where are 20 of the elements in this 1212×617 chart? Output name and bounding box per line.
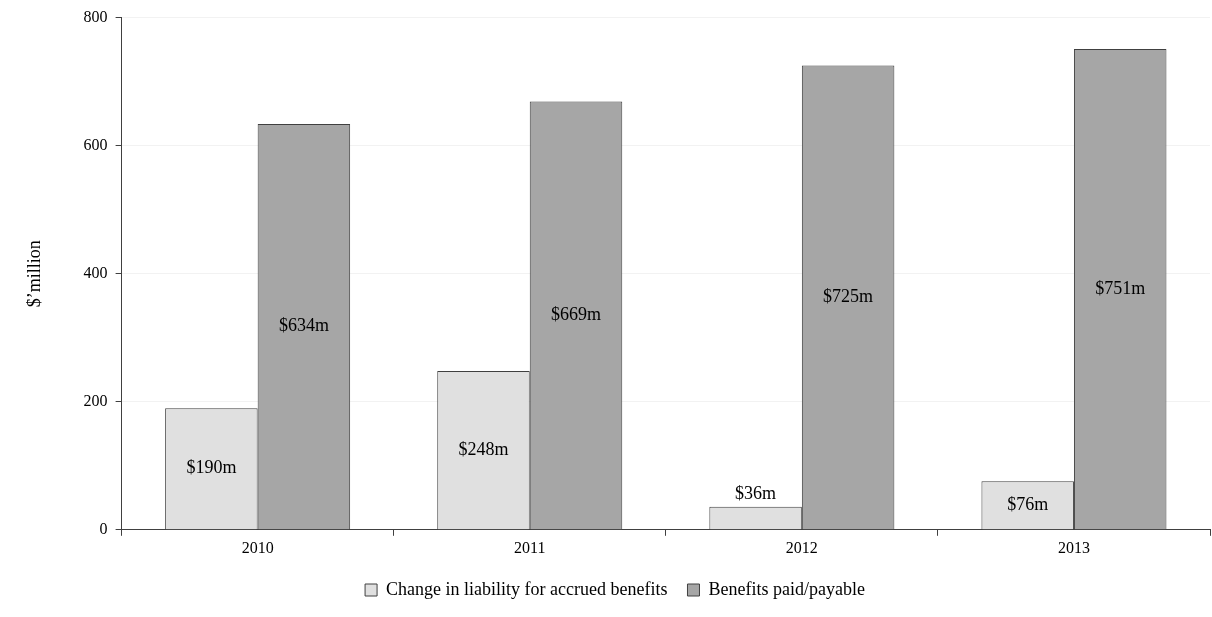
legend-label: Change in liability for accrued benefits [386,578,668,599]
x-tick-label: 2013 [1057,538,1090,556]
y-tick-label: 200 [83,391,108,409]
data-label: $36m [735,483,777,504]
data-label: $725m [823,286,874,307]
y-axis-title: $’million [23,240,44,308]
y-tick-label: 400 [83,263,108,281]
data-label: $76m [1007,493,1049,514]
data-label: $634m [278,315,329,336]
y-tick-label: 800 [83,7,108,25]
data-label: $190m [186,457,237,478]
data-label: $669m [551,304,602,325]
x-tick-label: 2010 [241,538,274,556]
y-tick-label: 600 [83,135,108,153]
legend-label: Benefits paid/payable [708,578,865,599]
x-tick-label: 2011 [514,538,546,556]
data-label: $751m [1095,277,1146,298]
y-tick-label: 0 [99,520,108,537]
x-tick-label: 2012 [785,538,818,556]
data-label: $248m [458,438,509,459]
